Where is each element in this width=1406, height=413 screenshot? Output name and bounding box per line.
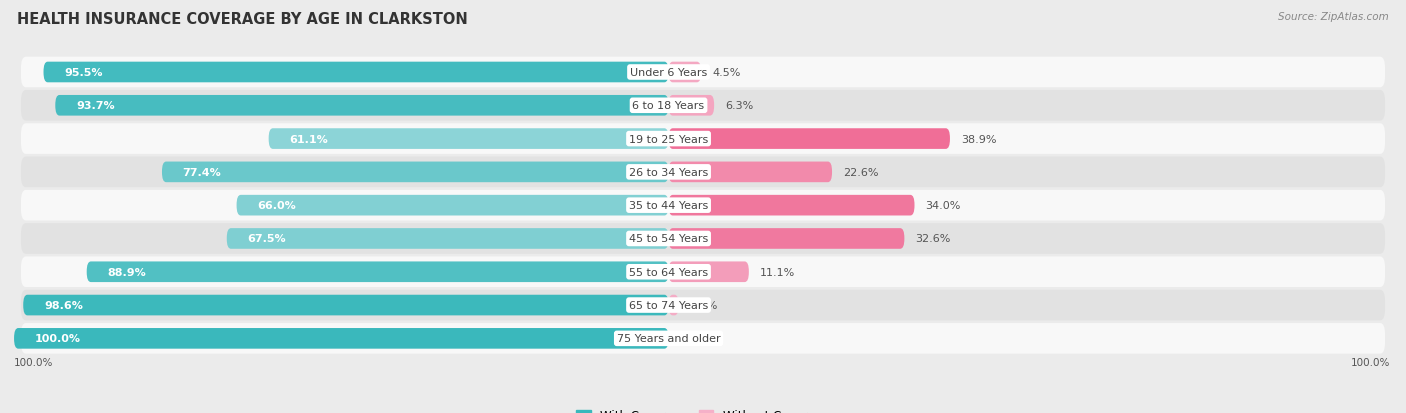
Text: 22.6%: 22.6% (844, 167, 879, 178)
Text: 100.0%: 100.0% (14, 358, 53, 368)
FancyBboxPatch shape (21, 157, 1385, 188)
FancyBboxPatch shape (162, 162, 669, 183)
Text: 61.1%: 61.1% (290, 134, 328, 144)
Text: 100.0%: 100.0% (35, 334, 80, 344)
FancyBboxPatch shape (44, 62, 669, 83)
Text: 77.4%: 77.4% (183, 167, 221, 178)
Text: 88.9%: 88.9% (107, 267, 146, 277)
Text: 35 to 44 Years: 35 to 44 Years (628, 201, 709, 211)
Text: 26 to 34 Years: 26 to 34 Years (628, 167, 709, 178)
FancyBboxPatch shape (24, 295, 669, 316)
FancyBboxPatch shape (669, 228, 904, 249)
FancyBboxPatch shape (55, 96, 669, 116)
FancyBboxPatch shape (669, 195, 914, 216)
Text: 67.5%: 67.5% (247, 234, 285, 244)
FancyBboxPatch shape (669, 96, 714, 116)
FancyBboxPatch shape (21, 124, 1385, 154)
Text: 65 to 74 Years: 65 to 74 Years (628, 300, 709, 310)
FancyBboxPatch shape (669, 62, 702, 83)
Text: 34.0%: 34.0% (925, 201, 960, 211)
Text: Under 6 Years: Under 6 Years (630, 68, 707, 78)
FancyBboxPatch shape (21, 290, 1385, 320)
Text: 95.5%: 95.5% (65, 68, 103, 78)
FancyBboxPatch shape (21, 57, 1385, 88)
FancyBboxPatch shape (669, 262, 749, 282)
FancyBboxPatch shape (21, 257, 1385, 287)
Text: 75 Years and older: 75 Years and older (617, 334, 720, 344)
Text: 6.3%: 6.3% (725, 101, 754, 111)
Text: 4.5%: 4.5% (711, 68, 741, 78)
FancyBboxPatch shape (21, 223, 1385, 254)
Text: 93.7%: 93.7% (76, 101, 114, 111)
Text: 100.0%: 100.0% (1351, 358, 1391, 368)
Text: 55 to 64 Years: 55 to 64 Years (628, 267, 709, 277)
Text: 98.6%: 98.6% (44, 300, 83, 310)
Text: 6 to 18 Years: 6 to 18 Years (633, 101, 704, 111)
FancyBboxPatch shape (669, 129, 950, 150)
FancyBboxPatch shape (226, 228, 669, 249)
Text: 38.9%: 38.9% (960, 134, 997, 144)
FancyBboxPatch shape (669, 295, 679, 316)
FancyBboxPatch shape (21, 190, 1385, 221)
FancyBboxPatch shape (21, 91, 1385, 121)
Text: 32.6%: 32.6% (915, 234, 950, 244)
FancyBboxPatch shape (236, 195, 669, 216)
FancyBboxPatch shape (669, 162, 832, 183)
Legend: With Coverage, Without Coverage: With Coverage, Without Coverage (572, 404, 834, 413)
Text: 1.4%: 1.4% (690, 300, 718, 310)
FancyBboxPatch shape (14, 328, 669, 349)
FancyBboxPatch shape (87, 262, 669, 282)
Text: 0.0%: 0.0% (679, 334, 707, 344)
FancyBboxPatch shape (21, 323, 1385, 354)
Text: Source: ZipAtlas.com: Source: ZipAtlas.com (1278, 12, 1389, 22)
Text: 45 to 54 Years: 45 to 54 Years (628, 234, 709, 244)
FancyBboxPatch shape (269, 129, 669, 150)
Text: 66.0%: 66.0% (257, 201, 297, 211)
Text: 19 to 25 Years: 19 to 25 Years (628, 134, 709, 144)
Text: HEALTH INSURANCE COVERAGE BY AGE IN CLARKSTON: HEALTH INSURANCE COVERAGE BY AGE IN CLAR… (17, 12, 468, 27)
Text: 11.1%: 11.1% (759, 267, 796, 277)
